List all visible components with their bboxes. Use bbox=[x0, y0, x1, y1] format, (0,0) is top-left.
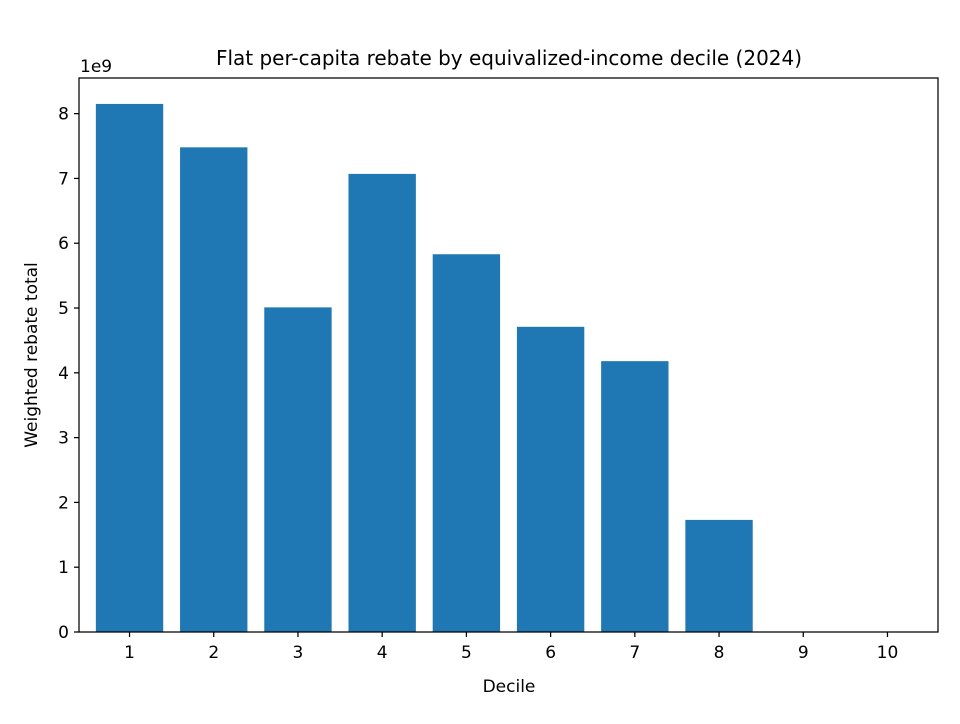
bars-group bbox=[95, 103, 753, 632]
x-ticks-group: 1 2 3 4 5 6 7 8 9 10 bbox=[124, 632, 898, 663]
bar-decile-3 bbox=[264, 307, 332, 632]
y-multiplier-label: 1e9 bbox=[80, 57, 112, 77]
x-tick-label: 6 bbox=[545, 643, 556, 663]
bar-decile-2 bbox=[180, 147, 248, 632]
x-tick-label: 1 bbox=[124, 643, 135, 663]
bar-decile-8 bbox=[685, 519, 753, 632]
bar-decile-1 bbox=[95, 103, 164, 632]
x-tick-label: 3 bbox=[293, 643, 304, 663]
plot-frame bbox=[78, 77, 939, 633]
x-tick-label: 2 bbox=[208, 643, 219, 663]
x-tick-label: 10 bbox=[877, 643, 899, 663]
x-tick-label: 8 bbox=[714, 643, 725, 663]
y-tick-label: 3 bbox=[58, 429, 69, 449]
bar-decile-5 bbox=[432, 254, 501, 632]
y-ticks-group: 0 1 2 3 4 5 6 7 8 bbox=[58, 105, 79, 643]
x-tick-label: 4 bbox=[377, 643, 388, 663]
y-axis-label: Weighted rebate total bbox=[22, 262, 42, 448]
x-tick-label: 7 bbox=[629, 643, 640, 663]
bar-decile-6 bbox=[516, 326, 585, 632]
bar-decile-4 bbox=[348, 173, 416, 632]
chart-title: Flat per-capita rebate by equivalized-in… bbox=[216, 46, 802, 70]
x-tick-label: 5 bbox=[461, 643, 472, 663]
y-tick-label: 7 bbox=[58, 169, 69, 189]
y-tick-label: 4 bbox=[58, 364, 69, 384]
y-tick-label: 8 bbox=[58, 105, 69, 125]
x-axis-label: Decile bbox=[483, 677, 536, 697]
y-tick-label: 2 bbox=[58, 493, 69, 513]
y-tick-label: 0 bbox=[58, 623, 69, 643]
y-tick-label: 5 bbox=[58, 299, 69, 319]
y-tick-label: 1 bbox=[58, 558, 69, 578]
x-tick-label: 9 bbox=[798, 643, 809, 663]
y-tick-label: 6 bbox=[58, 234, 69, 254]
bar-decile-7 bbox=[601, 361, 669, 632]
